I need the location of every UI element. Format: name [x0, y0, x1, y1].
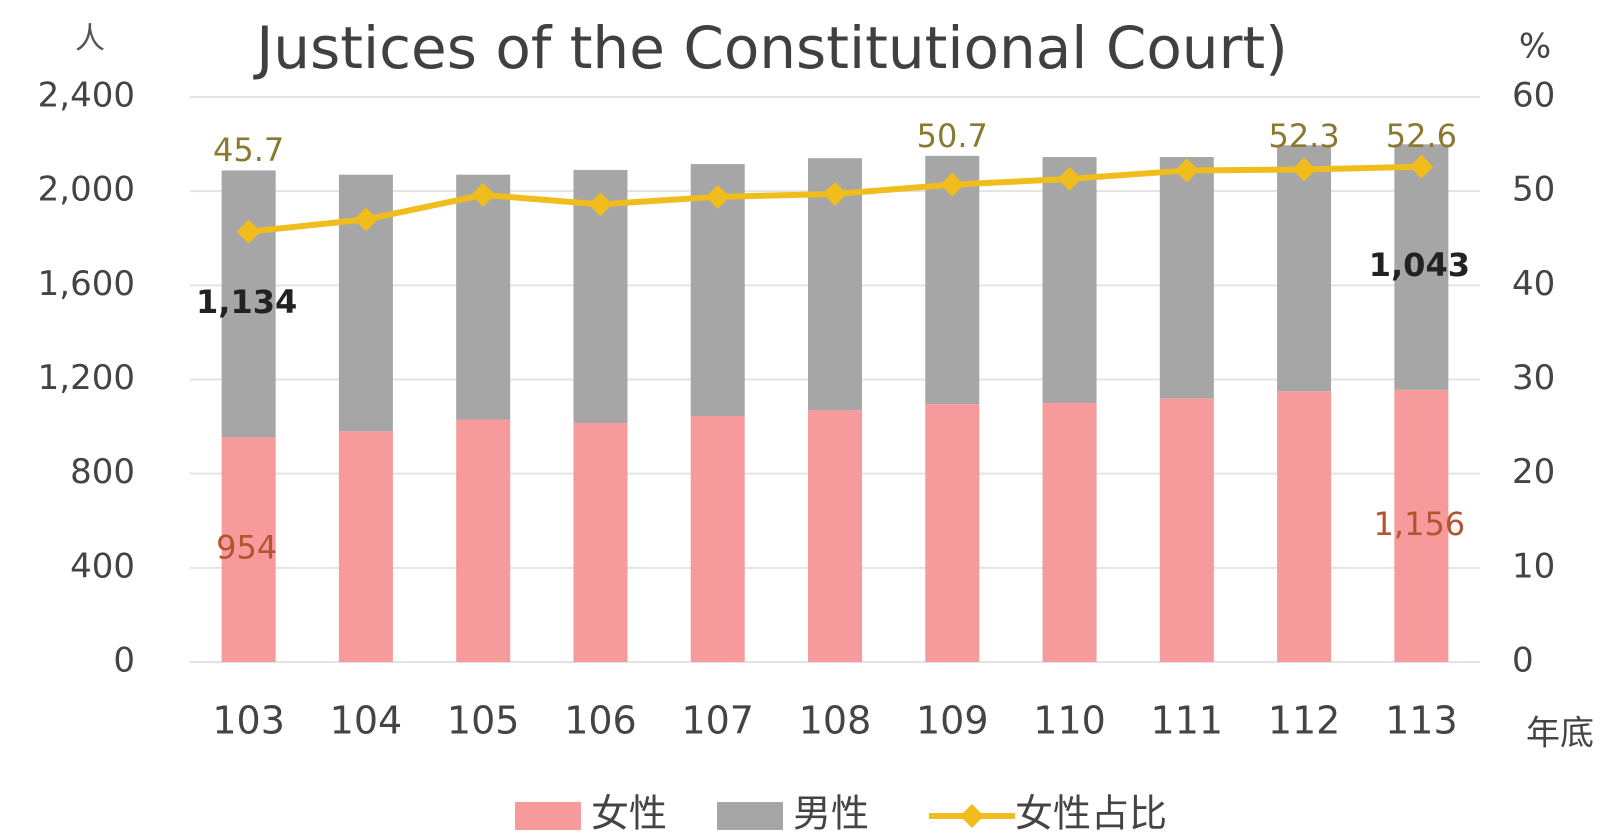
- x-tick-label: 108: [799, 699, 872, 743]
- y2-axis-label: %: [1519, 27, 1551, 67]
- line-marker: [705, 184, 730, 209]
- y-tick-label: 0: [113, 641, 135, 681]
- y-tick-label: 2,000: [38, 170, 135, 210]
- x-tick-label: 103: [212, 699, 285, 743]
- line-marker: [1174, 158, 1199, 183]
- y-tick-label: 800: [70, 452, 135, 492]
- line-marker: [353, 207, 378, 232]
- bar: [1159, 157, 1214, 399]
- y2-tick-label: 60: [1512, 76, 1555, 116]
- y-tick-label: 400: [70, 546, 135, 586]
- line-marker: [1292, 157, 1317, 182]
- legend-swatch: [717, 802, 783, 830]
- line-marker: [588, 192, 613, 217]
- data-label: 50.7: [917, 117, 988, 155]
- bar: [925, 155, 980, 405]
- y2-tick-label: 0: [1512, 641, 1534, 681]
- x-tick-label: 111: [1151, 699, 1224, 743]
- legend-swatch: [515, 802, 581, 830]
- data-label: 45.7: [213, 131, 284, 169]
- x-tick-label: 104: [330, 699, 403, 743]
- line-marker: [471, 182, 496, 207]
- line-marker: [1057, 166, 1082, 191]
- bar: [1394, 389, 1449, 662]
- y-tick-label: 1,600: [38, 264, 135, 304]
- x-tick-label: 107: [681, 699, 754, 743]
- bar: [808, 410, 862, 662]
- data-label: 954: [216, 529, 277, 567]
- line-marker: [236, 219, 261, 244]
- legend-swatch: [960, 804, 984, 828]
- legend-label: 女性: [591, 792, 667, 836]
- bar: [1042, 403, 1097, 662]
- bar: [338, 431, 393, 662]
- data-label: 1,043: [1369, 246, 1470, 284]
- data-label: 52.3: [1268, 117, 1339, 155]
- chart-title: Justices of the Constitutional Court): [253, 14, 1288, 82]
- bar: [1277, 391, 1332, 662]
- y2-tick-label: 50: [1512, 170, 1555, 210]
- y2-tick-label: 20: [1512, 452, 1555, 492]
- data-label: 1,134: [196, 283, 297, 321]
- bar: [456, 419, 511, 662]
- legend-label: 女性占比: [1015, 792, 1167, 836]
- data-label: 1,156: [1374, 505, 1466, 543]
- x-tick-label: 112: [1268, 699, 1341, 743]
- bar: [573, 423, 628, 662]
- bar: [1159, 398, 1214, 662]
- bar: [1394, 144, 1449, 390]
- line-marker: [823, 181, 847, 206]
- x-tick-label: 110: [1033, 699, 1106, 743]
- bar: [456, 174, 511, 420]
- y-tick-label: 1,200: [38, 358, 135, 398]
- y-tick-label: 2,400: [38, 76, 135, 116]
- line-marker: [940, 172, 965, 197]
- x-tick-label: 106: [564, 699, 637, 743]
- y2-tick-label: 30: [1512, 358, 1555, 398]
- bar: [690, 415, 745, 662]
- bar: [1042, 157, 1097, 404]
- y2-tick-label: 40: [1512, 264, 1555, 304]
- bar: [925, 404, 980, 662]
- x-tick-label: 105: [447, 699, 520, 743]
- y2-tick-label: 10: [1512, 546, 1555, 586]
- line-marker: [1409, 154, 1434, 179]
- data-label: 52.6: [1386, 117, 1457, 155]
- y-axis-label: 人: [75, 22, 105, 57]
- legend-label: 男性: [793, 792, 869, 836]
- x-tick-label: 109: [916, 699, 989, 743]
- bar: [1277, 145, 1332, 392]
- x-tick-label: 113: [1385, 699, 1458, 743]
- bar: [221, 170, 276, 438]
- bar: [221, 437, 276, 662]
- x-axis-label: 年底: [1526, 714, 1594, 754]
